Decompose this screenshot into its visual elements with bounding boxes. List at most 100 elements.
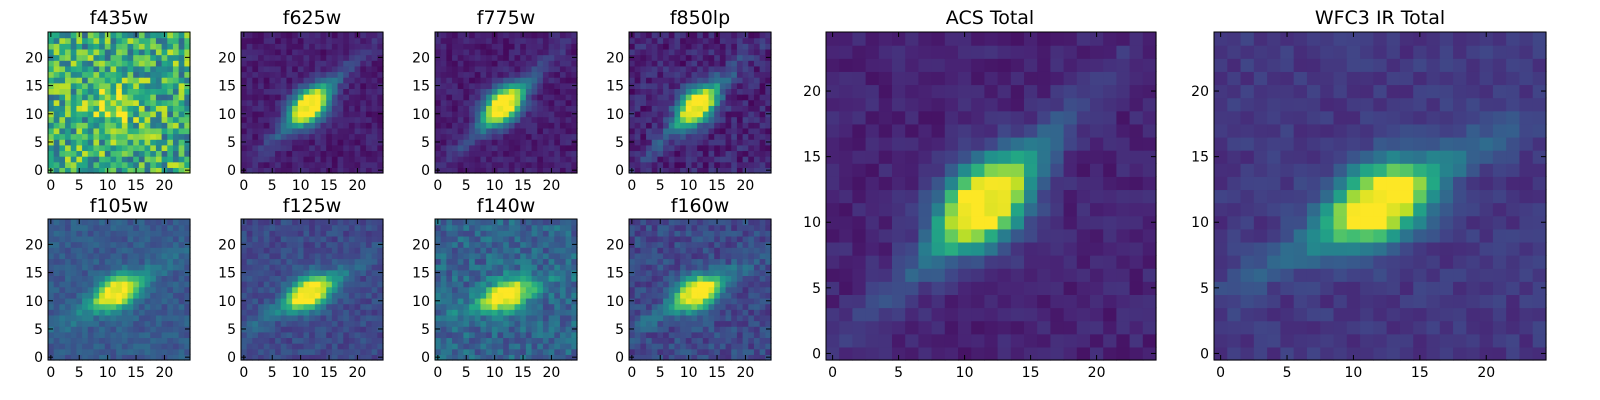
heatmap-cell xyxy=(634,167,641,174)
heatmap-cell xyxy=(110,110,117,118)
heatmap-cell xyxy=(87,65,95,73)
heatmap-cell xyxy=(144,110,151,118)
heatmap-cell xyxy=(651,60,658,67)
heatmap-cell xyxy=(127,337,134,344)
heatmap-cell xyxy=(297,224,305,231)
heatmap-cell xyxy=(765,43,772,50)
heatmap-cell xyxy=(691,156,698,163)
heatmap-cell xyxy=(503,230,510,237)
heatmap-cell xyxy=(348,337,356,344)
heatmap-cell xyxy=(435,320,442,327)
heatmap-cell xyxy=(297,230,305,237)
heatmap-cell xyxy=(314,230,322,237)
heatmap-cell xyxy=(155,264,163,271)
heatmap-cell xyxy=(116,303,123,310)
heatmap-cell xyxy=(258,309,265,316)
heatmap-cell xyxy=(110,230,117,237)
heatmap-cell xyxy=(491,88,499,95)
heatmap-cell xyxy=(167,286,174,293)
heatmap-cell xyxy=(646,331,653,339)
heatmap-cell xyxy=(303,122,310,129)
heatmap-cell xyxy=(309,48,316,56)
heatmap-cell xyxy=(634,139,641,146)
heatmap-cell xyxy=(508,122,516,129)
heatmap-cell xyxy=(663,110,670,118)
heatmap-cell xyxy=(241,252,248,260)
heatmap-cell xyxy=(765,71,772,78)
heatmap-cell xyxy=(719,110,727,118)
heatmap-cell xyxy=(155,71,163,78)
heatmap-cell xyxy=(70,65,77,73)
heatmap-cell xyxy=(263,32,270,39)
heatmap-cell xyxy=(93,150,100,157)
heatmap-cell xyxy=(104,326,112,333)
heatmap-cell xyxy=(116,110,123,118)
heatmap-cell xyxy=(320,37,327,44)
heatmap-cell xyxy=(480,43,487,50)
heatmap-cell xyxy=(674,65,681,73)
heatmap-cell xyxy=(275,43,282,50)
heatmap-cell xyxy=(753,139,761,146)
heatmap-cell xyxy=(646,269,653,276)
heatmap-cell xyxy=(241,99,248,106)
heatmap-cell xyxy=(280,77,288,84)
heatmap-cell xyxy=(731,116,738,123)
heatmap-cell xyxy=(82,133,89,140)
y-tick-label: 20 xyxy=(218,50,236,66)
heatmap-cell xyxy=(127,99,134,106)
heatmap-cell xyxy=(520,286,527,293)
heatmap-cell xyxy=(178,348,185,355)
heatmap-cell xyxy=(748,139,755,146)
heatmap-cell xyxy=(765,88,772,95)
heatmap-cell xyxy=(82,161,89,168)
heatmap-cell xyxy=(48,281,55,288)
heatmap-cell xyxy=(525,258,533,265)
heatmap-cell xyxy=(497,122,504,129)
heatmap-cell xyxy=(127,354,134,361)
heatmap-cell xyxy=(440,139,447,146)
heatmap-cell xyxy=(702,320,710,327)
heatmap-cell xyxy=(542,269,550,276)
heatmap-cell xyxy=(87,320,95,327)
heatmap-cell xyxy=(167,105,174,112)
heatmap-cell xyxy=(150,43,157,50)
heatmap-cell xyxy=(70,348,77,355)
heatmap-cell xyxy=(309,60,316,67)
heatmap-cell xyxy=(759,337,766,344)
heatmap-cell xyxy=(337,275,344,282)
heatmap-cell xyxy=(269,281,276,288)
heatmap-cell xyxy=(59,292,66,299)
heatmap-cell xyxy=(110,48,117,56)
heatmap-cell xyxy=(70,156,77,163)
heatmap-cell xyxy=(702,94,710,101)
heatmap-cell xyxy=(99,297,106,305)
heatmap-cell xyxy=(365,161,373,168)
y-tick-label: 20 xyxy=(412,50,430,66)
heatmap-cell xyxy=(440,309,447,316)
heatmap-cell xyxy=(150,281,157,288)
heatmap-cell xyxy=(138,224,146,231)
heatmap-cell xyxy=(663,60,670,67)
heatmap-cell xyxy=(360,297,367,305)
heatmap-cell xyxy=(753,144,761,152)
heatmap-cell xyxy=(497,303,504,310)
heatmap-cell xyxy=(354,337,361,344)
heatmap-cell xyxy=(463,343,470,350)
heatmap-cell xyxy=(759,110,766,118)
heatmap-cell xyxy=(360,133,367,140)
heatmap-cell xyxy=(241,230,248,237)
heatmap-cell xyxy=(337,65,344,73)
heatmap-cell xyxy=(343,337,350,344)
heatmap-cell xyxy=(138,122,146,129)
heatmap-cell xyxy=(314,275,322,282)
heatmap-cell xyxy=(742,122,749,129)
heatmap-cell xyxy=(571,275,578,282)
x-tick-label: 15 xyxy=(320,178,338,194)
heatmap-cell xyxy=(503,264,510,271)
heatmap-cell xyxy=(452,297,459,305)
heatmap-cell xyxy=(93,269,100,276)
heatmap-cell xyxy=(269,224,276,231)
heatmap-cell xyxy=(59,71,66,78)
heatmap-cell xyxy=(280,264,288,271)
heatmap-cell xyxy=(133,116,140,123)
